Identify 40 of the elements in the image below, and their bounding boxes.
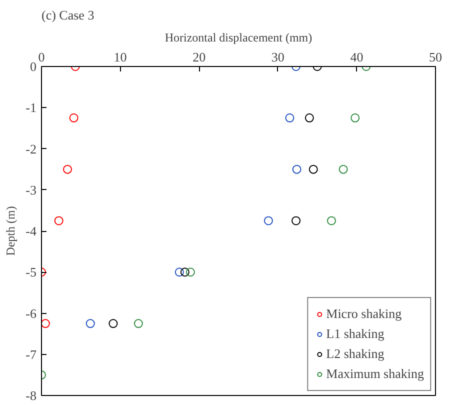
- point: [69, 113, 78, 122]
- point: [326, 216, 336, 226]
- x-tick-label: 30: [271, 50, 284, 64]
- y-tick-label: -6: [26, 306, 37, 321]
- x-axis-title: Horizontal displacement (mm): [164, 30, 312, 44]
- point: [264, 216, 273, 226]
- x-tick-label: 40: [350, 50, 364, 64]
- x-tick-label: 20: [192, 50, 206, 64]
- y-tick-label: -4: [26, 224, 37, 238]
- x-tick-label: 10: [114, 50, 127, 64]
- point: [174, 268, 184, 277]
- point: [54, 216, 64, 226]
- legend-label: L2 shaking: [326, 346, 384, 362]
- y-tick-label: -1: [26, 100, 37, 116]
- y-tick-label: -3: [26, 182, 37, 198]
- point: [180, 268, 190, 277]
- legend-label: Maximum shaking: [326, 366, 424, 382]
- point: [304, 113, 314, 122]
- point: [134, 319, 143, 328]
- y-tick-label: 0: [30, 59, 36, 74]
- point: [350, 113, 360, 122]
- y-tick-label: -7: [26, 346, 37, 362]
- y-tick-label: -2: [26, 141, 37, 156]
- point: [292, 216, 301, 226]
- point: [42, 319, 50, 328]
- y-tick-label: -5: [26, 264, 37, 280]
- point: [186, 268, 195, 277]
- chart-title: (c) Case 3: [42, 8, 94, 22]
- point: [308, 164, 318, 174]
- point: [338, 164, 348, 174]
- point: [86, 319, 95, 328]
- point: [292, 164, 302, 174]
- y-tick-label: -8: [26, 388, 37, 403]
- y-axis-title: Depth (m): [4, 206, 18, 256]
- point: [285, 113, 294, 122]
- point: [108, 319, 118, 328]
- legend-label: Micro shaking: [326, 306, 402, 322]
- legend-label: L1 shaking: [326, 326, 384, 342]
- x-tick-label: 50: [429, 50, 442, 64]
- point: [63, 164, 72, 174]
